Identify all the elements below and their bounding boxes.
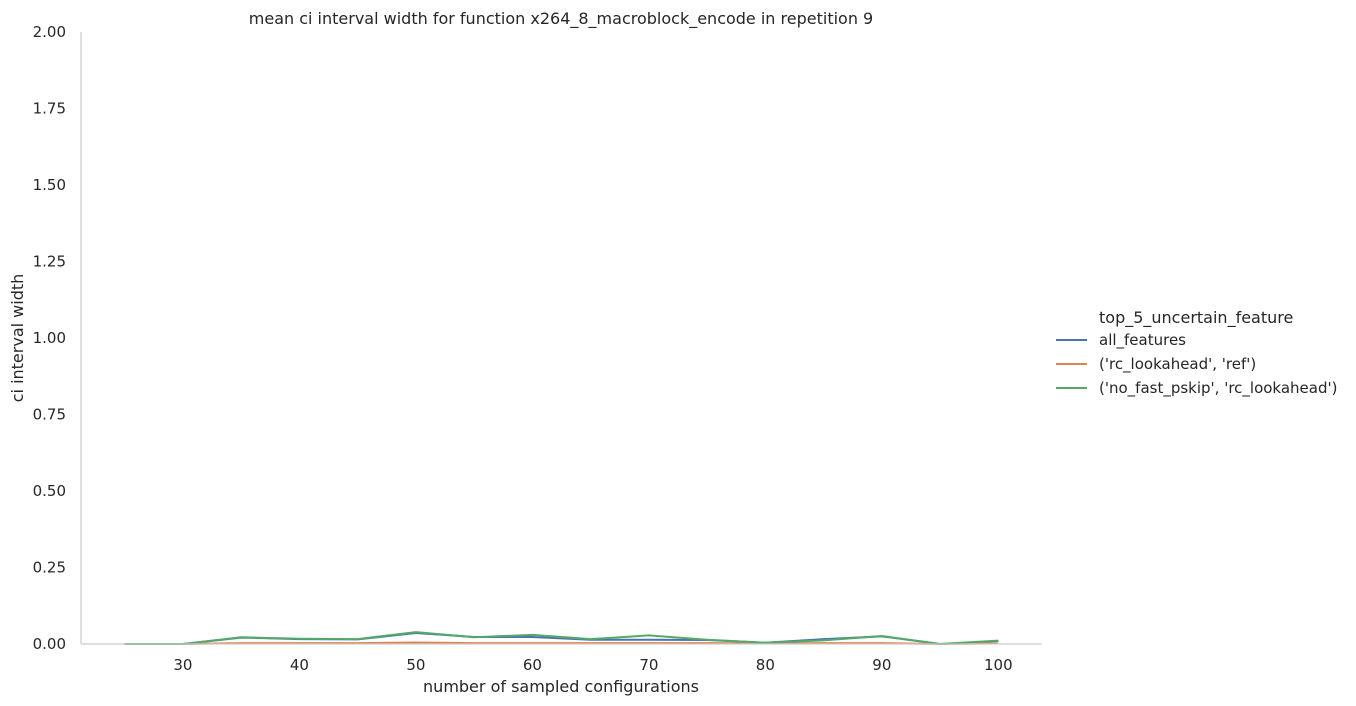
y-tick-label: 2.00 bbox=[33, 23, 66, 41]
legend-label-0: all_features bbox=[1099, 331, 1186, 350]
legend-label-1: ('rc_lookahead', 'ref') bbox=[1099, 355, 1256, 374]
y-tick-label: 1.50 bbox=[33, 176, 66, 194]
y-tick-labels: 0.00 0.25 0.50 0.75 1.00 1.25 1.50 1.75 2.00 bbox=[33, 23, 66, 653]
x-tick-label: 50 bbox=[406, 656, 425, 674]
x-axis-title: number of sampled configurations bbox=[423, 677, 699, 696]
y-tick-label: 0.25 bbox=[33, 559, 66, 577]
x-tick-label: 30 bbox=[173, 656, 192, 674]
plot-area: 0.00 0.25 0.50 0.75 1.00 1.25 1.50 1.75 2.00 30 4… bbox=[33, 23, 1042, 674]
y-tick-label: 1.75 bbox=[33, 100, 66, 118]
series-line-2 bbox=[124, 631, 999, 645]
y-tick-label: 0.75 bbox=[33, 406, 66, 424]
chart-title: mean ci interval width for function x264… bbox=[249, 9, 873, 29]
y-axis-title: ci interval width bbox=[8, 274, 27, 403]
legend-label-2: ('no_fast_pskip', 'rc_lookahead') bbox=[1099, 379, 1337, 398]
x-tick-label: 100 bbox=[984, 656, 1013, 674]
x-tick-label: 90 bbox=[872, 656, 891, 674]
x-tick-label: 80 bbox=[756, 656, 775, 674]
y-tick-label: 1.00 bbox=[33, 329, 66, 347]
x-tick-label: 60 bbox=[523, 656, 542, 674]
series-line-1 bbox=[124, 641, 999, 645]
y-tick-label: 0.00 bbox=[33, 635, 66, 653]
y-tick-label: 1.25 bbox=[33, 253, 66, 271]
legend: top_5_uncertain_feature all_features ('rc… bbox=[1056, 308, 1337, 398]
x-tick-labels: 30 40 50 60 70 80 90 100 bbox=[173, 656, 1012, 674]
x-tick-label: 40 bbox=[290, 656, 309, 674]
series-lines bbox=[124, 631, 999, 645]
x-tick-label: 70 bbox=[639, 656, 658, 674]
legend-title: top_5_uncertain_feature bbox=[1099, 308, 1293, 328]
y-tick-label: 0.50 bbox=[33, 482, 66, 500]
